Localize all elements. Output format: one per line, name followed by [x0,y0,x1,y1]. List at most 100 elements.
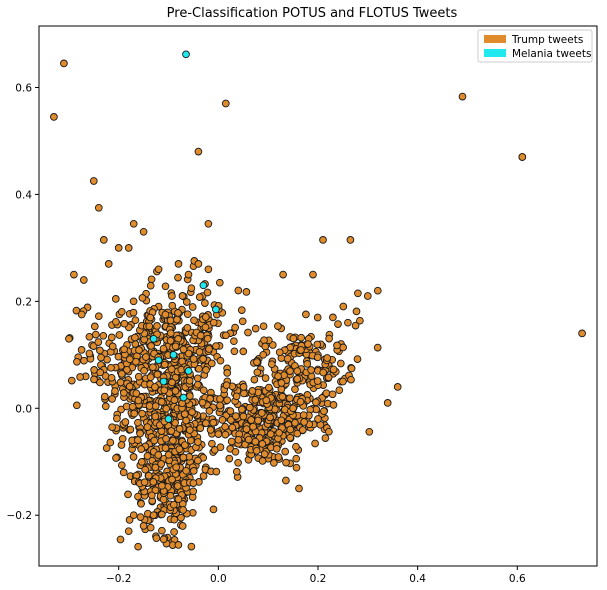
trump-point [253,358,261,366]
trump-point [289,334,298,343]
trump-point [578,329,586,338]
trump-point [312,398,320,407]
trump-point [293,375,302,383]
trump-point [151,412,160,421]
x-tick-label: 0.6 [509,573,526,585]
trump-point [202,366,210,374]
trump-point [313,313,322,322]
trump-point [174,495,183,504]
trump-point [181,441,189,449]
trump-point [238,317,247,326]
trump-point [259,322,268,331]
trump-point [228,423,237,432]
trump-point [286,394,294,403]
trump-point [201,299,209,307]
trump-point [170,396,179,404]
trump-point [186,392,194,400]
trump-point [134,418,142,427]
trump-point [351,321,360,330]
trump-point [223,396,232,405]
trump-point [184,349,193,358]
trump-point [125,355,134,364]
trump-point [179,506,187,514]
trump-point [136,429,144,438]
trump-point [132,389,141,398]
trump-point [209,418,218,427]
trump-point [161,444,170,452]
trump-point [286,433,295,442]
trump-point [128,402,137,411]
y-tick-label: 0.0 [15,403,32,415]
trump-point [302,310,310,319]
trump-point [194,147,203,156]
trump-point [168,292,176,300]
trump-point [373,286,382,295]
trump-point [151,383,159,391]
trump-point [281,447,290,456]
trump-point [104,260,113,268]
x-axis: −0.2 0.0 0.2 0.4 0.6 [106,566,526,585]
trump-point [205,407,214,415]
trump-point [292,442,300,451]
trump-point [249,422,257,431]
trump-point [201,323,210,332]
trump-point [195,293,204,301]
trump-point [136,513,145,521]
trump-point [182,466,190,475]
trump-point [261,374,270,382]
trump-point [275,428,283,437]
trump-point [166,336,175,345]
trump-point [339,377,347,386]
trump-point [117,461,126,470]
trump-point [277,379,286,387]
trump-point [216,443,225,452]
legend-swatch-melania [484,49,506,57]
trump-point [347,375,355,384]
trump-point [131,333,139,342]
trump-point [204,219,213,228]
trump-point [174,541,183,549]
trump-point [116,378,125,387]
trump-point [328,390,337,399]
trump-point [221,99,230,108]
trump-point [313,377,322,385]
trump-point [144,471,153,480]
trump-point [334,320,342,328]
trump-point [258,457,267,465]
trump-point [138,294,147,302]
trump-point [274,322,282,330]
trump-point [170,528,178,536]
trump-point [325,427,333,436]
trump-point [189,467,198,475]
trump-point [169,436,177,445]
trump-point [170,515,179,524]
trump-point [293,429,302,438]
trump-point [159,495,168,504]
trump-point [188,408,196,416]
trump-point [129,297,138,306]
trump-point [250,375,259,384]
trump-point [225,454,234,463]
trump-point [160,386,169,395]
trump-point [162,404,171,413]
trump-point [193,380,202,389]
chart-title: Pre-Classification POTUS and FLOTUS Twee… [167,6,458,21]
trump-point [353,355,362,363]
trump-point [96,346,104,355]
trump-point [85,349,94,358]
trump-point [175,445,184,454]
trump-point [147,491,156,500]
trump-point [116,535,125,544]
trump-point [73,357,81,366]
trump-point [313,353,322,362]
trump-point [194,260,203,268]
trump-point [134,372,143,381]
trump-point [458,92,467,101]
trump-point [153,370,162,379]
trump-point [313,340,322,349]
trump-point [239,383,248,391]
trump-point [234,286,243,295]
trump-point [169,500,178,509]
trump-point [114,352,123,361]
